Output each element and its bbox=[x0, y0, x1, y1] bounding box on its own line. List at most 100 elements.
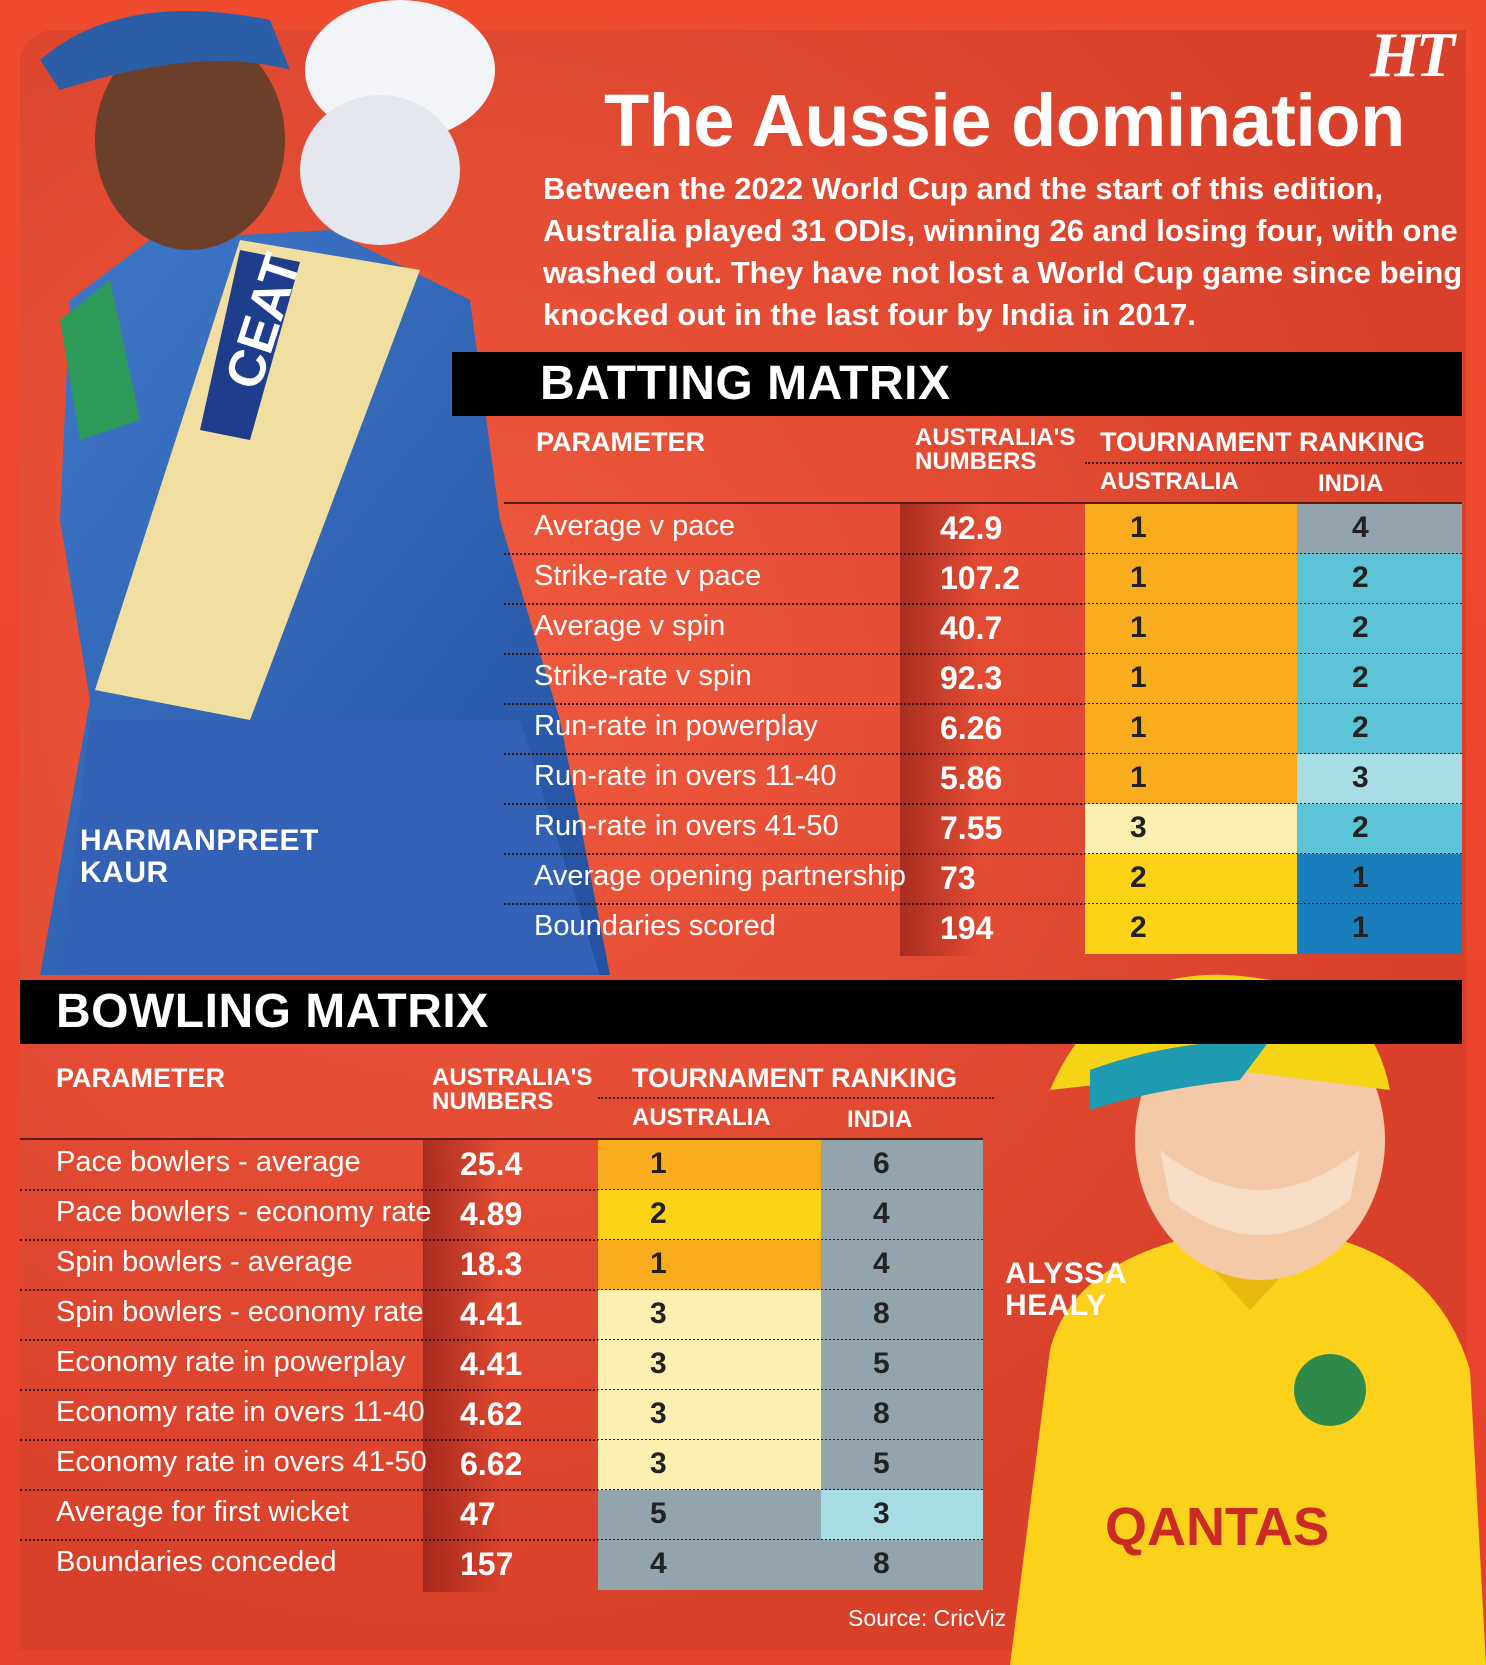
bowling-row-parameter: Boundaries conceded bbox=[56, 1546, 337, 1578]
bowling-row-india-rank: 8 bbox=[821, 1290, 983, 1340]
bowling-row-australia-rank: 1 bbox=[598, 1240, 821, 1290]
batting-row-india-rank: 1 bbox=[1297, 854, 1462, 904]
bowling-row-india-rank: 3 bbox=[821, 1490, 983, 1540]
batting-row-divider bbox=[504, 903, 1462, 905]
harmanpreet-kaur-caption: HARMANPREET KAUR bbox=[80, 824, 319, 889]
alyssa-healy-photo: QANTAS bbox=[1010, 970, 1486, 1665]
bowling-row-india-rank: 8 bbox=[821, 1540, 983, 1590]
bowling-row-parameter: Pace bowlers - economy rate bbox=[56, 1196, 432, 1228]
batting-row-value: 7.55 bbox=[940, 810, 1003, 846]
bowling-numbers-header: AUSTRALIA'S NUMBERS bbox=[432, 1064, 593, 1115]
bowling-row-australia-rank: 4 bbox=[598, 1540, 821, 1590]
batting-numbers-column bbox=[900, 504, 1080, 956]
bowling-row-india-rank: 8 bbox=[821, 1390, 983, 1440]
batting-row-divider bbox=[504, 703, 1462, 705]
batting-matrix-title: BATTING MATRIX bbox=[452, 352, 1462, 416]
bowling-row-value: 157 bbox=[460, 1546, 514, 1582]
batting-row-india-rank: 2 bbox=[1297, 554, 1462, 604]
batting-row-divider bbox=[504, 653, 1462, 655]
batting-row-divider bbox=[504, 603, 1462, 605]
batting-ranking-divider bbox=[1085, 462, 1462, 464]
bowling-row-divider bbox=[20, 1439, 983, 1441]
batting-row-australia-rank: 1 bbox=[1085, 554, 1297, 604]
batting-row-parameter: Run-rate in overs 41-50 bbox=[534, 810, 839, 842]
batting-row-australia-rank: 2 bbox=[1085, 854, 1297, 904]
batting-row-parameter: Run-rate in overs 11-40 bbox=[534, 760, 837, 792]
bowling-row-australia-rank: 3 bbox=[598, 1390, 821, 1440]
batting-row-australia-rank: 1 bbox=[1085, 504, 1297, 554]
batting-row-india-rank: 3 bbox=[1297, 754, 1462, 804]
bowling-row-divider bbox=[20, 1389, 983, 1391]
bowling-row-australia-rank: 2 bbox=[598, 1190, 821, 1240]
batting-row-parameter: Boundaries scored bbox=[534, 910, 776, 942]
bowling-india-header: INDIA bbox=[847, 1106, 913, 1133]
batting-row-value: 92.3 bbox=[940, 660, 1003, 696]
alyssa-healy-caption: ALYSSA HEALY bbox=[1005, 1257, 1126, 1322]
bowling-row-parameter: Spin bowlers - average bbox=[56, 1246, 353, 1278]
batting-row-divider bbox=[504, 853, 1462, 855]
bowling-row-value: 18.3 bbox=[460, 1246, 523, 1282]
batting-row-india-rank: 4 bbox=[1297, 504, 1462, 554]
bowling-row-parameter: Economy rate in overs 11-40 bbox=[56, 1396, 425, 1428]
bowling-row-india-rank: 6 bbox=[821, 1140, 983, 1190]
bowling-numbers-column bbox=[423, 1140, 598, 1592]
bowling-row-parameter: Spin bowlers - economy rate bbox=[56, 1296, 424, 1328]
batting-row-india-rank: 2 bbox=[1297, 804, 1462, 854]
bowling-row-value: 25.4 bbox=[460, 1146, 523, 1182]
batting-row-india-rank: 2 bbox=[1297, 604, 1462, 654]
batting-row-australia-rank: 1 bbox=[1085, 604, 1297, 654]
bowling-row-value: 4.41 bbox=[460, 1296, 523, 1332]
svg-text:QANTAS: QANTAS bbox=[1105, 1497, 1329, 1557]
batting-header-rule bbox=[504, 502, 1462, 504]
batting-row-parameter: Strike-rate v pace bbox=[534, 560, 762, 592]
batting-row-value: 194 bbox=[940, 910, 994, 946]
bowling-row-australia-rank: 1 bbox=[598, 1140, 821, 1190]
batting-row-australia-rank: 1 bbox=[1085, 754, 1297, 804]
bowling-row-divider bbox=[20, 1239, 983, 1241]
ht-logo: HT bbox=[1370, 19, 1455, 90]
batting-row-value: 107.2 bbox=[940, 560, 1021, 596]
page-title: The Aussie domination bbox=[604, 79, 1405, 162]
batting-row-australia-rank: 2 bbox=[1085, 904, 1297, 954]
bowling-matrix-title: BOWLING MATRIX bbox=[20, 980, 1462, 1044]
bowling-row-value: 6.62 bbox=[460, 1446, 523, 1482]
bowling-ranking-header: TOURNAMENT RANKING bbox=[632, 1063, 957, 1093]
batting-row-value: 73 bbox=[940, 860, 976, 896]
bowling-row-value: 4.89 bbox=[460, 1196, 523, 1232]
bowling-row-value: 4.62 bbox=[460, 1396, 523, 1432]
bowling-row-value: 47 bbox=[460, 1496, 496, 1532]
bowling-row-parameter: Economy rate in overs 41-50 bbox=[56, 1446, 427, 1478]
intro-description: Between the 2022 World Cup and the start… bbox=[543, 171, 1463, 332]
bowling-row-india-rank: 5 bbox=[821, 1340, 983, 1390]
batting-row-divider bbox=[504, 753, 1462, 755]
batting-row-india-rank: 1 bbox=[1297, 904, 1462, 954]
batting-row-parameter: Average opening partnership bbox=[534, 860, 906, 892]
batting-row-india-rank: 2 bbox=[1297, 654, 1462, 704]
batting-row-value: 6.26 bbox=[940, 710, 1003, 746]
batting-row-parameter: Average v pace bbox=[534, 510, 735, 542]
batting-row-value: 42.9 bbox=[940, 510, 1003, 546]
batting-row-australia-rank: 1 bbox=[1085, 704, 1297, 754]
bowling-row-india-rank: 4 bbox=[821, 1190, 983, 1240]
batting-row-value: 5.86 bbox=[940, 760, 1003, 796]
bowling-header-rule bbox=[20, 1138, 983, 1140]
bowling-row-parameter: Average for first wicket bbox=[56, 1496, 349, 1528]
bowling-row-australia-rank: 3 bbox=[598, 1440, 821, 1490]
batting-row-australia-rank: 1 bbox=[1085, 654, 1297, 704]
bowling-row-divider bbox=[20, 1189, 983, 1191]
bowling-row-parameter: Economy rate in powerplay bbox=[56, 1346, 406, 1378]
batting-ranking-header: TOURNAMENT RANKING bbox=[1100, 427, 1425, 457]
bowling-row-australia-rank: 5 bbox=[598, 1490, 821, 1540]
batting-row-australia-rank: 3 bbox=[1085, 804, 1297, 854]
batting-parameter-header: PARAMETER bbox=[536, 427, 706, 457]
batting-row-divider bbox=[504, 553, 1462, 555]
bowling-row-parameter: Pace bowlers - average bbox=[56, 1146, 361, 1178]
bowling-row-divider bbox=[20, 1489, 983, 1491]
batting-india-header: INDIA bbox=[1318, 470, 1384, 497]
bowling-row-australia-rank: 3 bbox=[598, 1290, 821, 1340]
batting-numbers-header: AUSTRALIA'S NUMBERS bbox=[915, 424, 1076, 475]
source-note: Source: CricViz bbox=[848, 1605, 1007, 1631]
bowling-row-india-rank: 4 bbox=[821, 1240, 983, 1290]
bowling-ranking-divider bbox=[598, 1097, 994, 1099]
bowling-parameter-header: PARAMETER bbox=[56, 1063, 226, 1093]
